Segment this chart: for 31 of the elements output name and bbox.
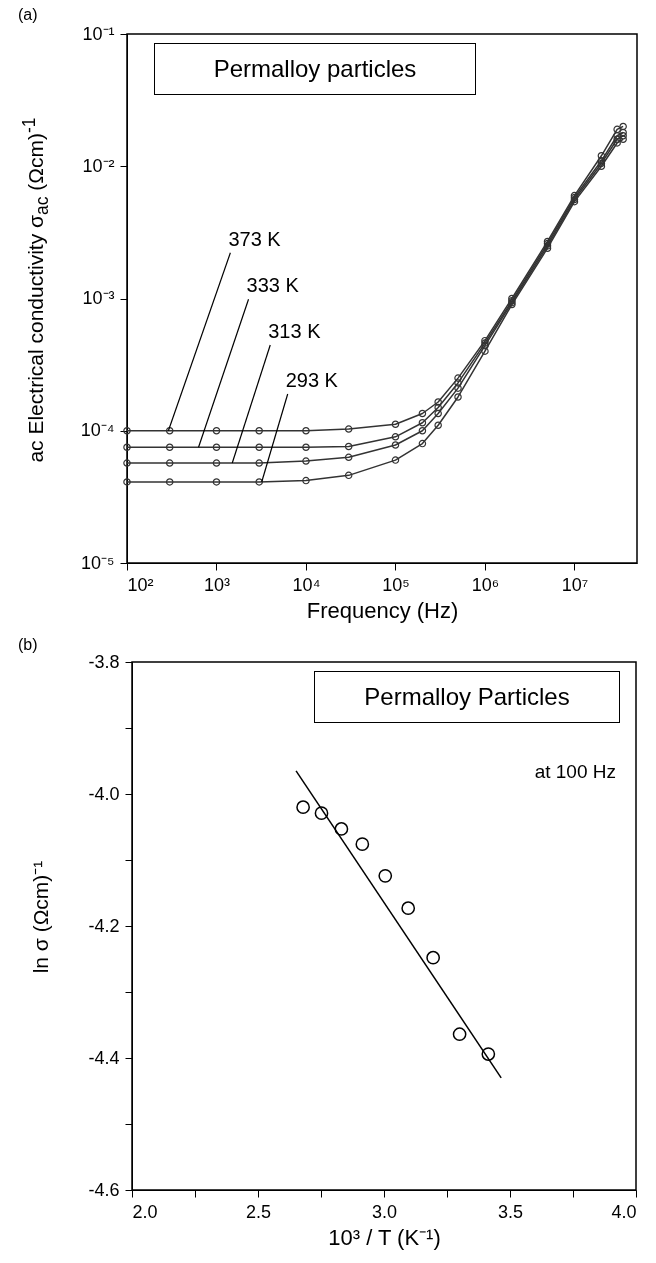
x-tick-label: 10⁴ <box>292 574 321 595</box>
y-tick-label: -4.4 <box>88 1047 120 1068</box>
y-tick-label: -3.8 <box>88 651 120 672</box>
x-axis-title: Frequency (Hz) <box>306 597 459 623</box>
x-tick-label: 3.5 <box>497 1201 524 1222</box>
annotation: 333 K <box>246 274 300 297</box>
x-tick-label: 10⁷ <box>561 574 589 595</box>
annotation: 313 K <box>268 320 322 343</box>
x-tick-label: 2.5 <box>245 1201 272 1222</box>
x-axis-title: 10³ / T (K⁻¹) <box>328 1224 441 1250</box>
y-tick-label: 10⁻² <box>82 155 115 176</box>
y-tick-label: 10⁻⁵ <box>81 552 115 573</box>
x-tick-label: 10⁶ <box>471 574 500 595</box>
text: (a) <box>18 6 38 24</box>
y-tick-label: 10⁻¹ <box>82 23 115 44</box>
x-tick-label: 2.0 <box>132 1201 158 1222</box>
x-tick-label: 4.0 <box>611 1201 637 1222</box>
y-tick-label: -4.6 <box>88 1179 120 1200</box>
y-tick-label: -4.0 <box>88 783 120 804</box>
y-tick-label: 10⁻⁴ <box>80 420 115 441</box>
y-tick-label: -4.2 <box>88 915 120 936</box>
annotation: at 100 Hz <box>534 761 616 783</box>
text: (b) <box>18 636 38 654</box>
x-tick-label: 10⁵ <box>382 574 410 595</box>
y-axis-title: ln σ (Ωcm)⁻¹ <box>28 860 53 974</box>
annotation: 373 K <box>228 227 282 250</box>
x-tick-label: 10² <box>127 574 154 595</box>
y-tick-label: 10⁻³ <box>82 288 115 308</box>
x-tick-label: 3.0 <box>371 1201 398 1222</box>
annotation: 293 K <box>285 368 339 391</box>
x-tick-label: 10³ <box>203 574 230 595</box>
